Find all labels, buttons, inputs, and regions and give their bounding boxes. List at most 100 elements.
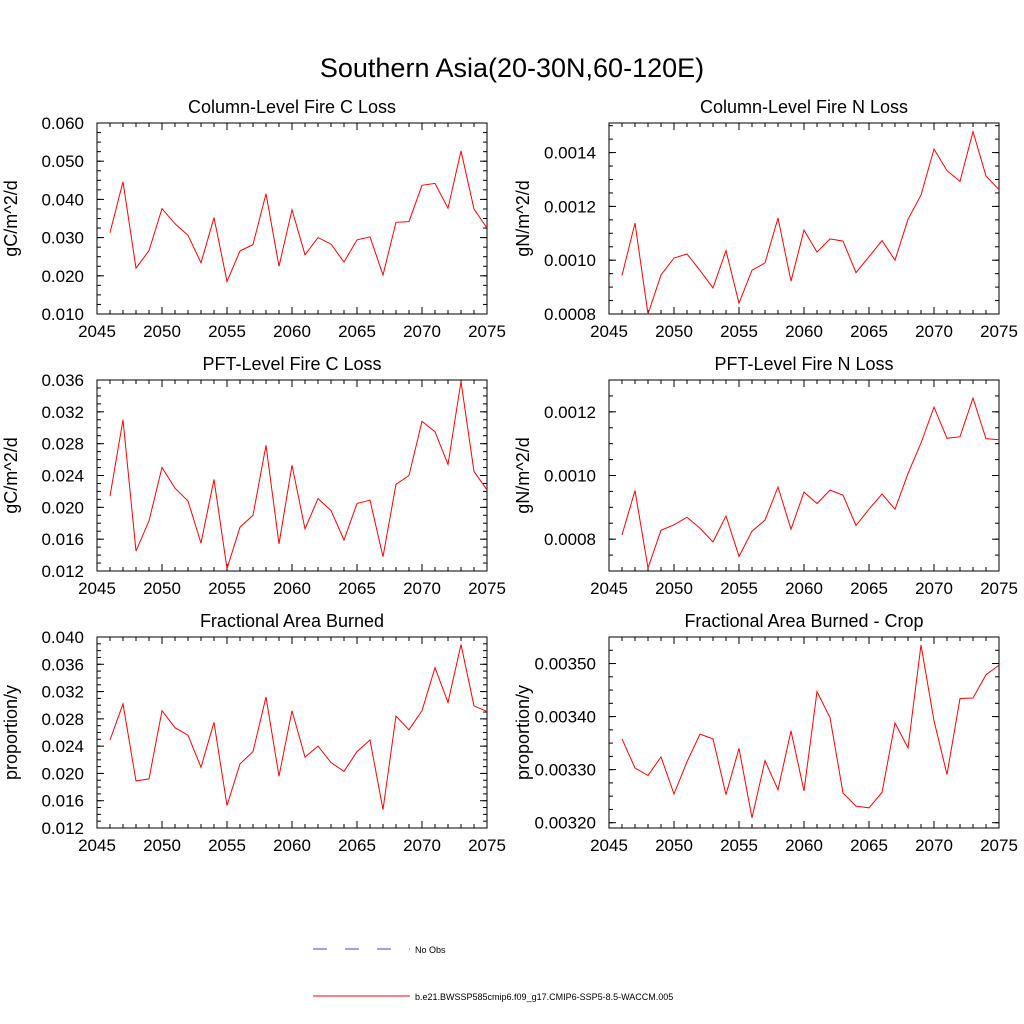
- series-line: [109, 644, 488, 810]
- x-tick-label: 2070: [915, 836, 953, 855]
- y-tick-label: 0.020: [41, 764, 84, 783]
- y-tick-label: 0.0008: [544, 530, 596, 549]
- y-axis-label: proportion/y: [1, 685, 21, 780]
- panel-3: PFT-Level Fire C Loss gC/m^2/d 2045 2050 205…: [1, 354, 506, 598]
- y-tick-label: 0.012: [41, 562, 84, 581]
- y-tick-label: 0.024: [41, 467, 84, 486]
- series-line: [621, 129, 1000, 315]
- x-tick-label: 2045: [78, 322, 116, 341]
- legend-label-model-run: b.e21.BWSSP585cmip6.f09_g17.CMIP6-SSP5-8…: [415, 992, 673, 1002]
- y-tick-label: 0.0008: [544, 305, 596, 324]
- y-tick-label: 0.050: [41, 152, 84, 171]
- x-tick-label: 2060: [785, 836, 823, 855]
- x-tick-label: 2060: [785, 322, 823, 341]
- x-tick-label: 2045: [590, 579, 628, 598]
- x-tick-label: 2075: [468, 836, 506, 855]
- x-tick-label: 2060: [785, 579, 823, 598]
- x-tick-label: 2055: [720, 322, 758, 341]
- y-axis-label: proportion/y: [513, 685, 533, 780]
- x-tick-label: 2075: [980, 579, 1018, 598]
- panel-title: Fractional Area Burned - Crop: [684, 611, 923, 631]
- y-tick-label: 0.0014: [544, 144, 596, 163]
- x-tick-label: 2065: [850, 579, 888, 598]
- panel-title: Fractional Area Burned: [200, 611, 384, 631]
- y-tick-label: 0.00320: [535, 814, 596, 833]
- plot-frame: [608, 636, 1000, 829]
- x-tick-label: 2050: [655, 836, 693, 855]
- y-tick-label: 0.010: [41, 305, 84, 324]
- y-axis-label: gC/m^2/d: [1, 180, 21, 256]
- y-tick-label: 0.00350: [535, 655, 596, 674]
- figure-title: Southern Asia(20-30N,60-120E): [320, 53, 704, 83]
- y-tick-label: 0.0010: [544, 467, 596, 486]
- y-tick-label: 0.020: [41, 267, 84, 286]
- x-tick-label: 2065: [338, 836, 376, 855]
- x-tick-label: 2055: [208, 836, 246, 855]
- x-tick-label: 2055: [208, 579, 246, 598]
- y-tick-label: 0.0010: [544, 251, 596, 270]
- panel-title: Column-Level Fire C Loss: [188, 97, 396, 117]
- y-tick-label: 0.020: [41, 498, 84, 517]
- y-tick-label: 0.040: [41, 190, 84, 209]
- y-axis-label: gN/m^2/d: [513, 180, 533, 256]
- y-tick-label: 0.0012: [544, 403, 596, 422]
- y-tick-label: 0.012: [41, 819, 84, 838]
- y-tick-label: 0.036: [41, 655, 84, 674]
- plot-frame: [96, 379, 488, 572]
- x-tick-label: 2045: [590, 322, 628, 341]
- panel-title: PFT-Level Fire C Loss: [202, 354, 381, 374]
- x-tick-label: 2065: [850, 836, 888, 855]
- panel-5: Fractional Area Burned proportion/y 2045 20…: [1, 611, 506, 855]
- y-tick-label: 0.00330: [535, 761, 596, 780]
- x-tick-label: 2045: [78, 836, 116, 855]
- series-line: [621, 396, 1000, 569]
- x-tick-label: 2075: [468, 579, 506, 598]
- panel-6: Fractional Area Burned - Crop proportion/…: [513, 611, 1018, 855]
- plot-frame: [96, 122, 488, 315]
- y-tick-label: 0.024: [41, 737, 84, 756]
- panel-4: PFT-Level Fire N Loss gN/m^2/d 2045 2050 205…: [513, 354, 1018, 598]
- y-tick-label: 0.0012: [544, 197, 596, 216]
- panel-title: Column-Level Fire N Loss: [700, 97, 908, 117]
- y-tick-label: 0.030: [41, 229, 84, 248]
- y-tick-label: 0.036: [41, 371, 84, 390]
- x-tick-label: 2070: [403, 322, 441, 341]
- y-tick-label: 0.016: [41, 792, 84, 811]
- y-tick-label: 0.032: [41, 403, 84, 422]
- plot-frame: [96, 636, 488, 829]
- x-tick-label: 2055: [720, 579, 758, 598]
- y-tick-label: 0.040: [41, 628, 84, 647]
- y-tick-label: 0.032: [41, 683, 84, 702]
- y-tick-label: 0.060: [41, 114, 84, 133]
- x-tick-label: 2060: [273, 322, 311, 341]
- x-tick-label: 2075: [980, 836, 1018, 855]
- x-tick-label: 2050: [143, 322, 181, 341]
- x-tick-label: 2050: [143, 579, 181, 598]
- x-tick-label: 2075: [468, 322, 506, 341]
- panel-grid: Column-Level Fire C Loss gC/m^2/d 2045 2050…: [1, 97, 1018, 855]
- x-tick-label: 2060: [273, 836, 311, 855]
- panel-1: Column-Level Fire C Loss gC/m^2/d 2045 2050…: [1, 97, 506, 341]
- x-tick-label: 2045: [590, 836, 628, 855]
- x-tick-label: 2055: [720, 836, 758, 855]
- plot-frame: [608, 379, 1000, 572]
- plot-frame: [608, 122, 1000, 315]
- x-tick-label: 2045: [78, 579, 116, 598]
- series-line: [109, 150, 488, 284]
- x-tick-label: 2050: [655, 579, 693, 598]
- y-tick-label: 0.016: [41, 530, 84, 549]
- series-line: [621, 644, 1000, 819]
- panel-title: PFT-Level Fire N Loss: [714, 354, 893, 374]
- x-tick-label: 2065: [338, 579, 376, 598]
- x-tick-label: 2070: [403, 579, 441, 598]
- x-tick-label: 2055: [208, 322, 246, 341]
- x-tick-label: 2050: [655, 322, 693, 341]
- x-tick-label: 2070: [403, 836, 441, 855]
- x-tick-label: 2065: [338, 322, 376, 341]
- y-tick-label: 0.028: [41, 435, 84, 454]
- legend: No Obs b.e21.BWSSP585cmip6.f09_g17.CMIP6…: [313, 945, 673, 1002]
- x-tick-label: 2075: [980, 322, 1018, 341]
- x-tick-label: 2070: [915, 579, 953, 598]
- x-tick-label: 2070: [915, 322, 953, 341]
- x-tick-label: 2050: [143, 836, 181, 855]
